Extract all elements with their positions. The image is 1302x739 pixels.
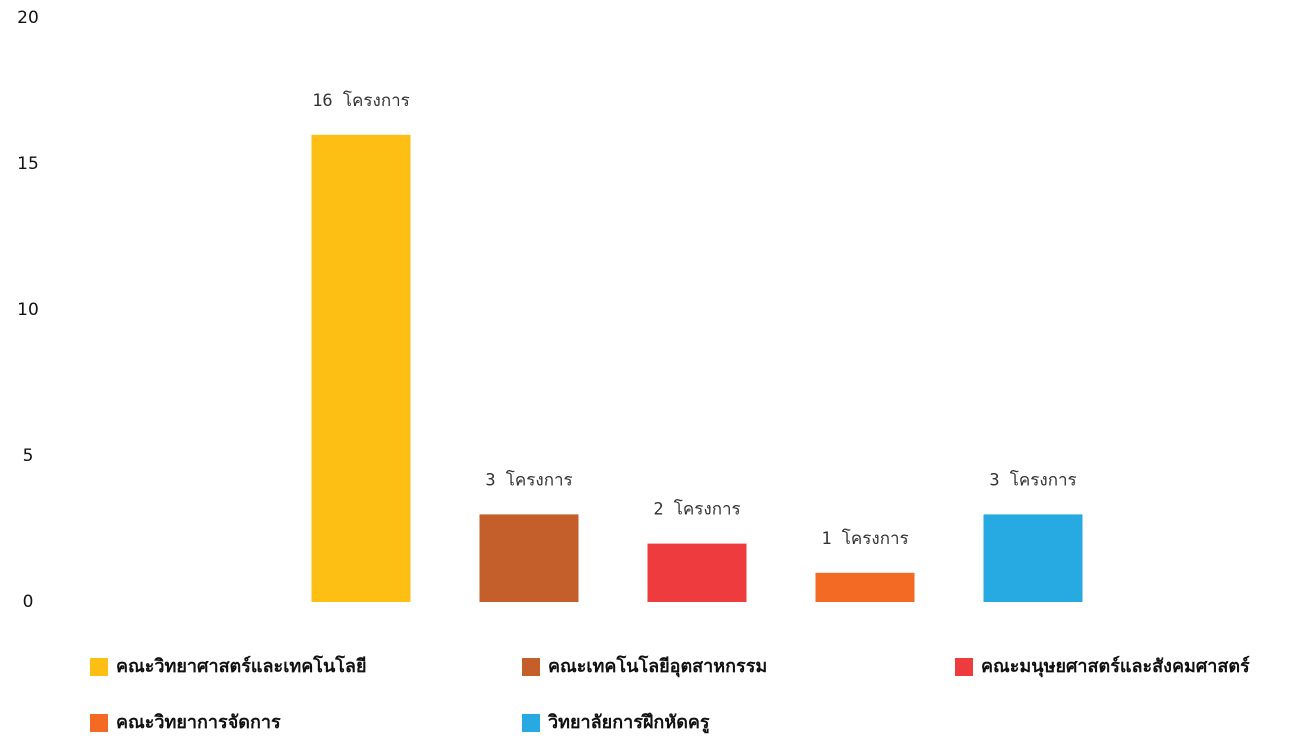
bar <box>479 514 579 602</box>
value-label: 2 โครงการ <box>653 499 740 520</box>
bar <box>983 514 1083 602</box>
legend-swatch <box>522 714 540 732</box>
y-tick-label: 0 <box>23 592 34 612</box>
legend-label: คณะมนุษยศาสตร์และสังคมศาสตร์ <box>981 655 1250 678</box>
bar <box>647 543 747 602</box>
bar <box>815 572 915 602</box>
legend-label: คณะวิทยาการจัดการ <box>116 712 281 733</box>
value-label: 3 โครงการ <box>989 469 1076 490</box>
value-label: 3 โครงการ <box>485 469 572 490</box>
value-label: 16 โครงการ <box>312 90 410 111</box>
legend-swatch <box>90 658 108 676</box>
y-tick-label: 20 <box>17 8 39 28</box>
legend-label: คณะวิทยาศาสตร์และเทคโนโลยี <box>116 655 367 677</box>
legend-label: คณะเทคโนโลยีอุตสาหกรรม <box>548 655 767 678</box>
value-label: 1 โครงการ <box>821 528 908 549</box>
y-tick-label: 10 <box>17 300 39 320</box>
legend-swatch <box>522 658 540 676</box>
legend-label: วิทยาลัยการฝึกหัดครู <box>547 712 710 734</box>
bar <box>311 134 411 603</box>
legend-swatch <box>90 714 108 732</box>
y-tick-label: 5 <box>23 446 34 466</box>
legend-swatch <box>955 658 973 676</box>
y-tick-label: 15 <box>17 154 39 174</box>
